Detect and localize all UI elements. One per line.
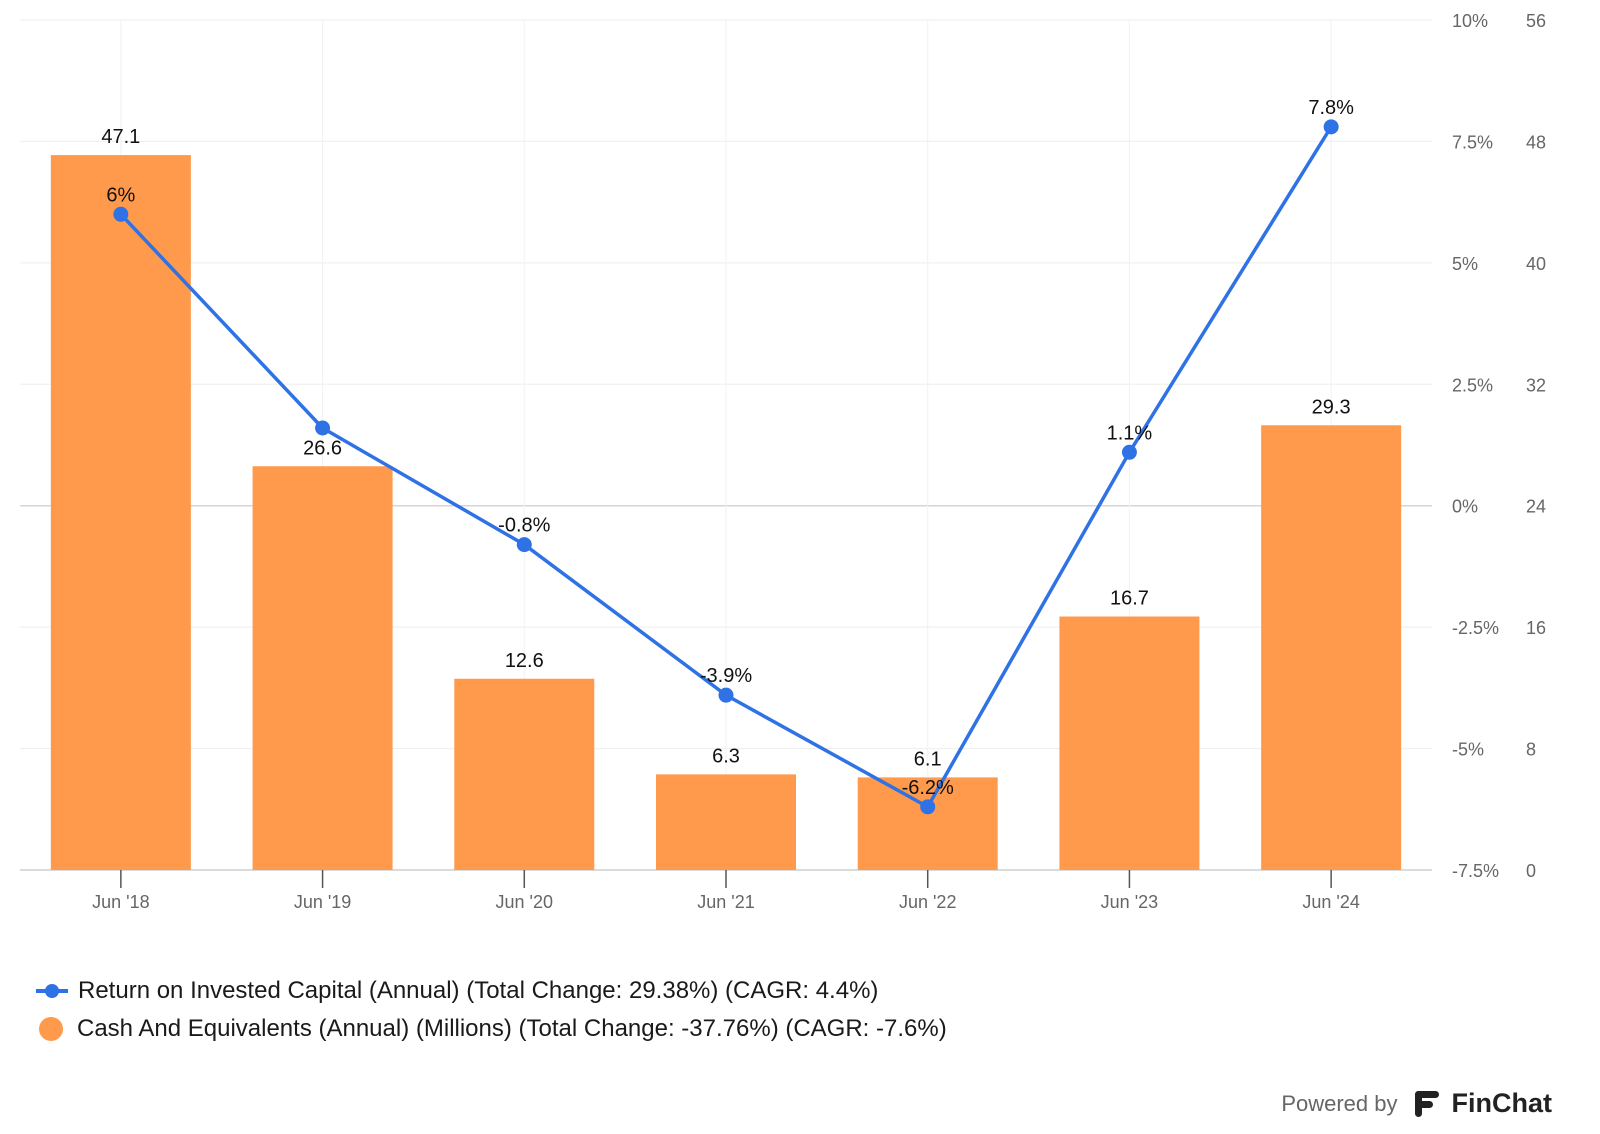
legend-item-roic[interactable]: Return on Invested Capital (Annual) (Tot… [36, 972, 947, 1010]
x-axis: Jun '18 Jun '19 Jun '20 Jun '21 Jun '22 Jun '… [20, 869, 1432, 912]
y-axes: -7.5% -5% -2.5% 0% 2.5% 5% 7.5% 10% 0 8 16 24 32 40 48… [1452, 11, 1546, 881]
legend: Return on Invested Capital (Annual) (Tot… [36, 972, 947, 1048]
x-tick-label: Jun '19 [294, 892, 351, 912]
bar [454, 678, 595, 870]
y-tick-label-millions: 24 [1526, 497, 1546, 517]
line-data-label: 6% [106, 184, 135, 206]
bar [252, 466, 393, 870]
bar [1059, 616, 1200, 870]
bar-data-label: 47.1 [101, 126, 140, 148]
dot-marker-icon [39, 1017, 63, 1041]
powered-by-text: Powered by [1281, 1090, 1398, 1116]
powered-by[interactable]: Powered by FinChat [1281, 1088, 1552, 1119]
bar-data-label: 6.1 [914, 748, 942, 770]
line-point[interactable] [1121, 444, 1137, 460]
y-tick-label-millions: 48 [1526, 132, 1546, 152]
y-tick-label-percent: -5% [1452, 740, 1484, 760]
line-data-label: 1.1% [1107, 422, 1153, 444]
bar-series: 47.1 26.6 12.6 6.3 6.1 16.7 29.3 [50, 126, 1402, 870]
bar [857, 777, 998, 870]
y-tick-label-percent: 7.5% [1452, 132, 1493, 152]
legend-label-roic: Return on Invested Capital (Annual) (Tot… [78, 977, 879, 1004]
legend-label-cash: Cash And Equivalents (Annual) (Millions)… [77, 1015, 947, 1042]
legend-item-cash[interactable]: Cash And Equivalents (Annual) (Millions)… [36, 1010, 947, 1048]
bar-data-label: 26.6 [303, 437, 342, 459]
bar-data-label: 16.7 [1110, 588, 1149, 610]
line-point[interactable] [920, 799, 936, 815]
y-tick-label-percent: 2.5% [1452, 375, 1493, 395]
bar [50, 155, 191, 870]
line-data-label: -3.9% [700, 665, 752, 687]
line-data-label: -6.2% [902, 777, 954, 799]
x-tick-label: Jun '18 [92, 892, 149, 912]
line-point[interactable] [315, 420, 331, 436]
bar [656, 774, 796, 870]
gridlines [20, 19, 1432, 870]
y-tick-label-percent: -7.5% [1452, 861, 1499, 881]
bar-data-label: 12.6 [505, 650, 544, 672]
y-tick-label-percent: 10% [1452, 11, 1488, 31]
line-data-label: 7.8% [1308, 97, 1354, 119]
x-tick-label: Jun '24 [1302, 892, 1359, 912]
line-point[interactable] [516, 537, 532, 553]
line-marker-icon [36, 981, 68, 1001]
bar [1261, 425, 1402, 870]
y-tick-label-millions: 56 [1526, 11, 1546, 31]
y-tick-label-millions: 0 [1526, 861, 1536, 881]
y-tick-label-millions: 40 [1526, 254, 1546, 274]
y-tick-label-millions: 32 [1526, 375, 1546, 395]
line-data-label: -0.8% [498, 515, 550, 537]
y-tick-label-millions: 8 [1526, 740, 1536, 760]
x-tick-label: Jun '21 [697, 892, 754, 912]
line-point[interactable] [718, 687, 734, 703]
finchat-logo-icon [1414, 1090, 1439, 1117]
y-tick-label-percent: 0% [1452, 497, 1478, 517]
x-tick-label: Jun '20 [496, 892, 553, 912]
y-tick-label-millions: 16 [1526, 618, 1546, 638]
y-tick-label-percent: -2.5% [1452, 618, 1499, 638]
line-point[interactable] [113, 206, 129, 222]
bar-data-label: 6.3 [712, 745, 740, 767]
x-tick-label: Jun '23 [1101, 892, 1158, 912]
bar-data-label: 29.3 [1312, 396, 1351, 418]
x-tick-label: Jun '22 [899, 892, 956, 912]
combo-chart: Jun '18 Jun '19 Jun '20 Jun '21 Jun '22 Jun '… [20, 11, 1546, 912]
brand-name: FinChat [1451, 1088, 1553, 1118]
line-point[interactable] [1323, 119, 1339, 135]
line-series: 6% -0.8% -3.9% -6.2% 1.1% 7.8% [106, 97, 1354, 815]
y-tick-label-percent: 5% [1452, 254, 1478, 274]
